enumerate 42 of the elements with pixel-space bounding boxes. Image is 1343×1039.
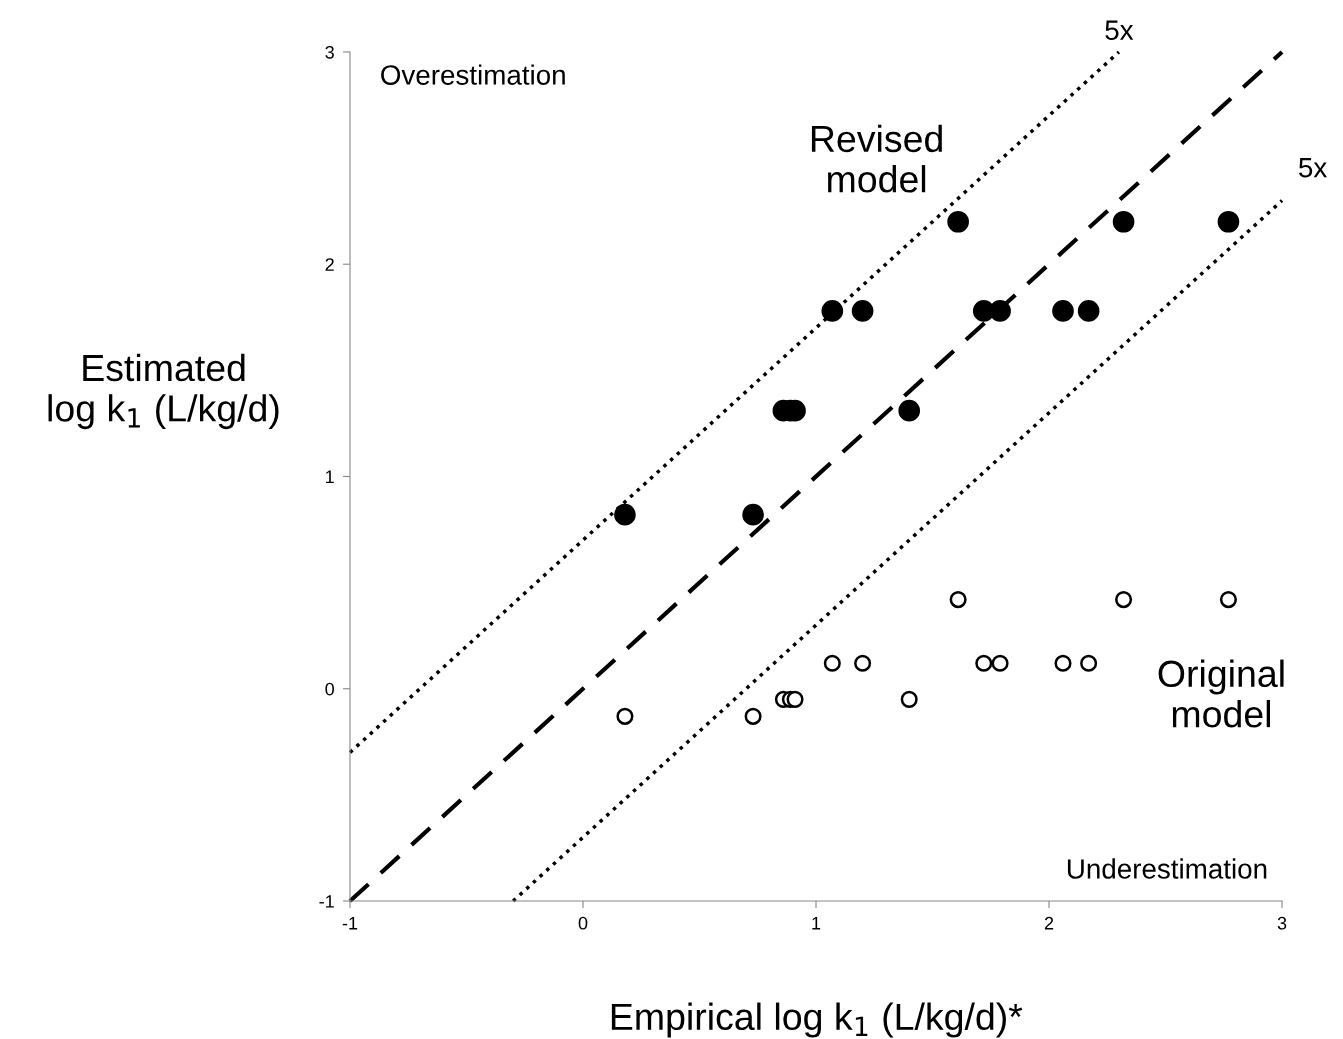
point — [1217, 210, 1240, 233]
annotation: Overestimation — [381, 64, 565, 85]
point — [744, 707, 762, 725]
point — [851, 300, 874, 322]
series-label: Revised model — [811, 124, 942, 193]
annotation: 5x — [1299, 158, 1327, 178]
point — [898, 399, 921, 422]
point — [1219, 591, 1237, 609]
x-tick-label: -1 — [342, 916, 358, 930]
point — [823, 654, 841, 672]
point — [614, 503, 636, 526]
point — [1080, 654, 1098, 672]
point — [1115, 591, 1133, 609]
point — [1112, 210, 1135, 233]
x-tick-label: 3 — [1277, 916, 1287, 930]
point — [786, 690, 804, 708]
point — [742, 503, 764, 526]
point — [975, 654, 993, 672]
x-axis-title: Empirical log k$_{1}$ (L/kg/d)* — [611, 1002, 1023, 1038]
point — [1052, 300, 1074, 322]
point — [616, 707, 634, 725]
x-tick-label: 1 — [812, 916, 821, 930]
y-tick-label: -1 — [319, 895, 334, 908]
point — [821, 300, 844, 322]
point — [991, 654, 1009, 672]
annotation: 5x — [1105, 20, 1134, 40]
y-tick-label: 3 — [325, 45, 334, 59]
x-tick-label: 0 — [578, 916, 588, 930]
series-label: Original model — [1158, 659, 1284, 728]
point — [1077, 300, 1100, 322]
point — [854, 654, 872, 672]
y-tick-label: 0 — [325, 682, 334, 696]
y-tick-label: 1 — [326, 470, 334, 484]
y-tick-label: 2 — [325, 258, 334, 271]
point — [947, 210, 969, 233]
point — [900, 690, 918, 708]
point — [949, 591, 967, 609]
annotation: Underestimation — [1067, 858, 1267, 879]
point — [1054, 654, 1072, 672]
x-tick-label: 2 — [1044, 916, 1054, 930]
point — [989, 300, 1011, 322]
y-axis-title: Estimated log k$_{1}$ (L/kg/d) — [48, 353, 279, 430]
